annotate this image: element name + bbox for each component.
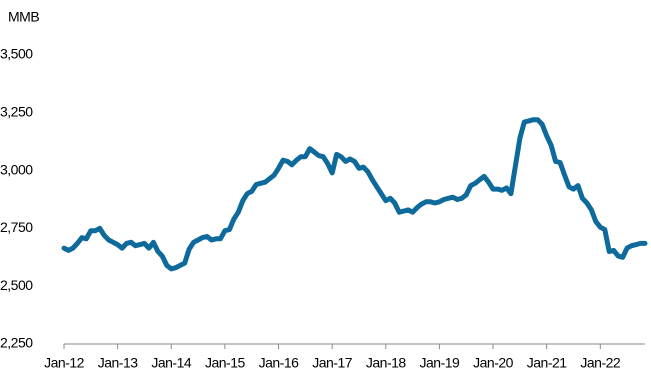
x-tick-label: Jan-22 — [580, 355, 621, 371]
y-axis-label: MMB — [8, 9, 39, 25]
y-tick-label: 3,250 — [0, 104, 33, 120]
y-tick-label: 3,000 — [0, 161, 33, 177]
x-tick-label: Jan-21 — [527, 355, 568, 371]
y-tick-label: 2,750 — [0, 219, 33, 235]
x-tick-label: Jan-20 — [473, 355, 514, 371]
x-tick-label: Jan-13 — [98, 355, 139, 371]
x-tick-label: Jan-15 — [205, 355, 246, 371]
y-tick-label: 3,500 — [0, 46, 33, 62]
y-tick-label: 2,250 — [0, 335, 33, 351]
x-tick-label: Jan-12 — [44, 355, 85, 371]
x-tick-label: Jan-19 — [420, 355, 461, 371]
x-tick-label: Jan-17 — [312, 355, 353, 371]
x-tick-label: Jan-16 — [259, 355, 300, 371]
y-tick-label: 2,500 — [0, 277, 33, 293]
x-tick-label: Jan-18 — [366, 355, 407, 371]
series-line — [61, 117, 648, 272]
x-tick-label: Jan-14 — [151, 355, 192, 371]
